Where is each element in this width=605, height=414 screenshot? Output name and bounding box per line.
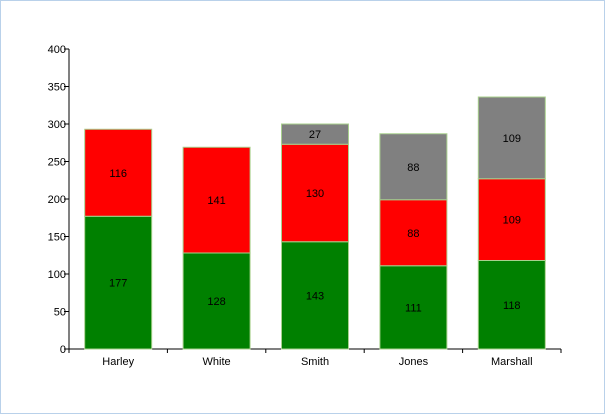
data-label: 130 <box>306 188 324 200</box>
data-label: 88 <box>407 228 419 240</box>
data-label: 116 <box>109 168 127 180</box>
bar-segment <box>182 252 251 350</box>
y-tick-label: 200 <box>48 194 66 206</box>
data-label: 141 <box>207 195 225 207</box>
data-label: 111 <box>405 302 422 314</box>
bar-segment <box>379 265 448 350</box>
y-tick-label: 350 <box>48 82 66 94</box>
y-tick-label: 50 <box>54 307 66 319</box>
y-tick-label: 250 <box>48 157 66 169</box>
y-tick-label: 300 <box>48 119 66 131</box>
bar-segment <box>281 143 349 243</box>
data-label: 128 <box>207 296 225 308</box>
bar-segment <box>477 96 546 180</box>
bar-segment <box>477 178 546 261</box>
x-tick-label: Smith <box>301 356 329 368</box>
data-label: 177 <box>109 278 127 290</box>
y-tick-label: 400 <box>48 44 66 56</box>
y-tick-label: 0 <box>60 344 66 356</box>
data-label: 27 <box>309 129 321 141</box>
x-tick-label: Harley <box>102 356 134 368</box>
y-tick-label: 150 <box>48 232 66 244</box>
x-tick-label: Jones <box>399 356 429 368</box>
bar-segment <box>379 133 448 201</box>
bar-segment <box>281 123 349 145</box>
bar-segment <box>84 215 153 350</box>
data-label: 143 <box>306 290 324 302</box>
data-label: 118 <box>503 300 521 312</box>
data-label: 109 <box>503 133 521 145</box>
x-tick-label: Marshall <box>491 356 533 368</box>
data-label: 88 <box>407 162 419 174</box>
bar-segment <box>84 128 153 217</box>
bar-segment <box>379 199 448 267</box>
bar-segment <box>281 241 349 350</box>
bar-segment <box>182 146 251 254</box>
bar-segment <box>477 260 546 350</box>
data-label: 109 <box>503 215 521 227</box>
y-tick-label: 100 <box>48 269 66 281</box>
x-tick-label: White <box>203 356 231 368</box>
